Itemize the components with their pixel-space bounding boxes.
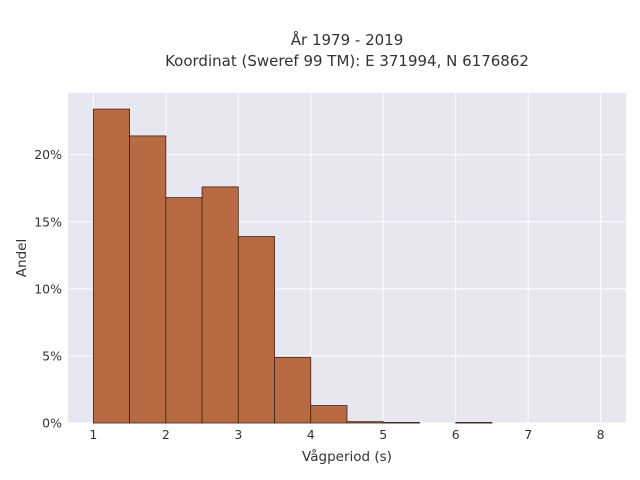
x-tick-label: 6 xyxy=(452,427,460,442)
y-tick-label: 10% xyxy=(34,281,62,296)
histogram-bar xyxy=(310,405,348,424)
y-tick-label: 0% xyxy=(42,416,62,431)
y-axis-ticks: 0% 5% 10% 15% 20% xyxy=(34,147,62,430)
histogram-bar xyxy=(346,421,384,424)
histogram-bar xyxy=(382,422,420,424)
x-axis-ticks: 1 2 3 4 5 6 7 8 xyxy=(89,427,604,442)
x-tick-label: 5 xyxy=(379,427,387,442)
histogram-bar xyxy=(455,422,493,424)
x-tick-label: 7 xyxy=(524,427,532,442)
histogram-bar xyxy=(165,197,203,424)
histogram-bar xyxy=(274,356,312,424)
chart-title-line-2: Koordinat (Sweref 99 TM): E 371994, N 61… xyxy=(165,52,529,70)
chart-title: År 1979 - 2019 Koordinat (Sweref 99 TM):… xyxy=(165,30,529,70)
x-tick-label: 3 xyxy=(234,427,242,442)
x-tick-label: 1 xyxy=(89,427,97,442)
y-tick-label: 20% xyxy=(34,147,62,162)
histogram-bar xyxy=(129,135,167,424)
x-tick-label: 8 xyxy=(597,427,605,442)
x-tick-label: 4 xyxy=(307,427,315,442)
x-axis-title: Vågperiod (s) xyxy=(302,448,392,465)
histogram-bar xyxy=(92,108,130,424)
y-tick-label: 15% xyxy=(34,214,62,229)
chart-title-line-1: År 1979 - 2019 xyxy=(291,30,404,49)
histogram-bar xyxy=(201,186,239,424)
histogram-bars xyxy=(92,108,493,424)
y-tick-label: 5% xyxy=(42,348,62,363)
histogram-bar xyxy=(237,236,275,424)
x-tick-label: 2 xyxy=(162,427,170,442)
y-axis-title: Andel xyxy=(14,239,30,277)
